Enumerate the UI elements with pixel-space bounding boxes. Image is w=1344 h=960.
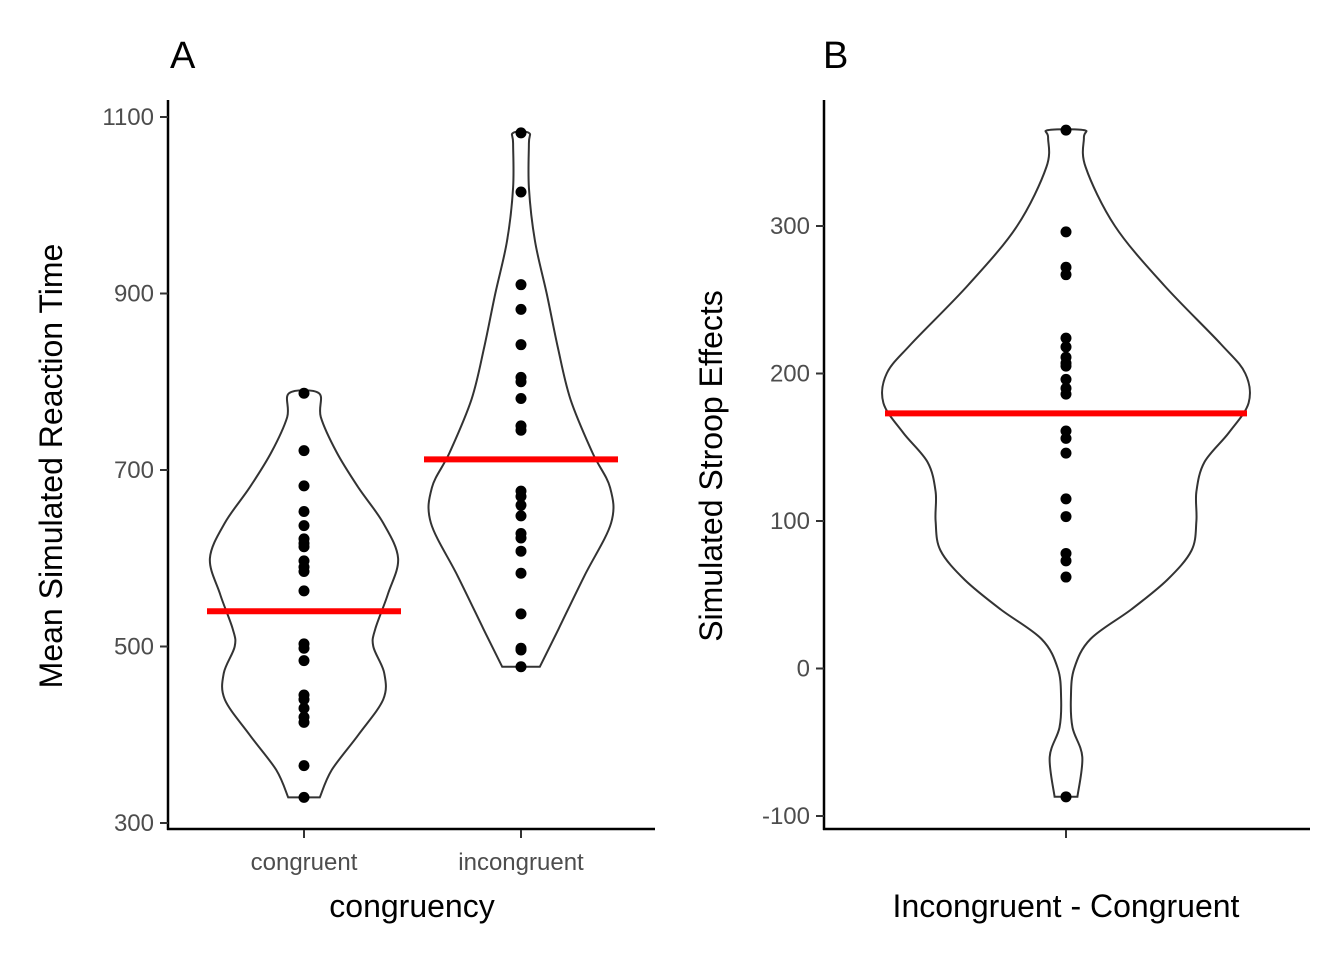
data-point: [515, 279, 527, 291]
data-point: [1060, 360, 1072, 372]
data-point: [298, 791, 310, 803]
data-point: [1060, 493, 1072, 505]
y-tick-label: 500: [114, 634, 154, 661]
data-point: [1060, 791, 1072, 803]
data-point: [1060, 432, 1072, 444]
panel-a-violins: [208, 130, 615, 799]
data-point: [1060, 373, 1072, 385]
data-point: [515, 608, 527, 620]
data-point: [298, 716, 310, 728]
panel-a-y-ticks: 300 500 700 900 1100: [102, 104, 168, 837]
panel-b-tag: B: [823, 35, 848, 77]
data-point: [515, 567, 527, 579]
data-point: [298, 760, 310, 772]
data-point: [515, 499, 527, 511]
data-point: [298, 541, 310, 553]
y-tick-label: 100: [770, 508, 810, 535]
data-point: [515, 186, 527, 198]
data-point: [515, 339, 527, 351]
y-tick-label: 1100: [102, 104, 154, 131]
data-point: [515, 376, 527, 388]
data-point: [515, 424, 527, 436]
data-point: [1060, 388, 1072, 400]
data-point: [298, 480, 310, 492]
data-point: [298, 585, 310, 597]
data-point: [515, 532, 527, 544]
y-tick-label: 300: [114, 810, 154, 837]
data-point: [298, 565, 310, 577]
data-point: [1060, 571, 1072, 583]
panel-a-x-axis-title: congruency: [329, 888, 494, 924]
y-tick-label: 700: [114, 457, 154, 484]
data-point: [1060, 269, 1072, 281]
data-point: [298, 445, 310, 457]
panel-b-x-axis-title: Incongruent - Congruent: [893, 888, 1240, 924]
x-tick-label: congruent: [251, 849, 358, 876]
data-point: [515, 393, 527, 405]
panel-b-y-ticks: -100 0 100 200 300: [762, 213, 824, 830]
data-point: [515, 303, 527, 315]
data-point: [1060, 341, 1072, 353]
data-point: [515, 490, 527, 502]
data-point: [515, 644, 527, 656]
x-tick-label: incongruent: [458, 849, 584, 876]
data-point: [298, 520, 310, 532]
panel-a-y-axis-title: Mean Simulated Reaction Time: [33, 244, 69, 689]
data-point: [1060, 447, 1072, 459]
data-point: [1060, 124, 1072, 136]
data-point: [298, 642, 310, 654]
y-tick-label: 900: [114, 281, 154, 308]
panel-a-x-ticks: congruent incongruent: [251, 830, 584, 876]
panel-a-mean-lines: [207, 456, 618, 615]
y-tick-label: 300: [770, 213, 810, 240]
panel-b-points: [1060, 124, 1072, 803]
data-point: [515, 510, 527, 522]
data-point: [1060, 555, 1072, 567]
data-point: [1060, 511, 1072, 523]
data-point: [298, 702, 310, 714]
data-point: [298, 655, 310, 667]
panel-b: B -100 0 100 200 300 Incongruent - Congruent…: [693, 35, 1310, 924]
panel-b-y-axis-title: Simulated Stroop Effects: [693, 290, 729, 642]
panel-a-tag: A: [170, 35, 196, 77]
data-point: [298, 387, 310, 399]
y-tick-label: 0: [797, 656, 810, 683]
data-point: [1060, 332, 1072, 344]
y-tick-label: 200: [770, 361, 810, 388]
data-point: [515, 545, 527, 557]
panel-a-points: [298, 127, 527, 803]
data-point: [298, 505, 310, 517]
y-tick-label: -100: [762, 803, 810, 830]
data-point: [515, 661, 527, 673]
data-point: [298, 693, 310, 705]
data-point: [1060, 226, 1072, 238]
data-point: [515, 127, 527, 139]
